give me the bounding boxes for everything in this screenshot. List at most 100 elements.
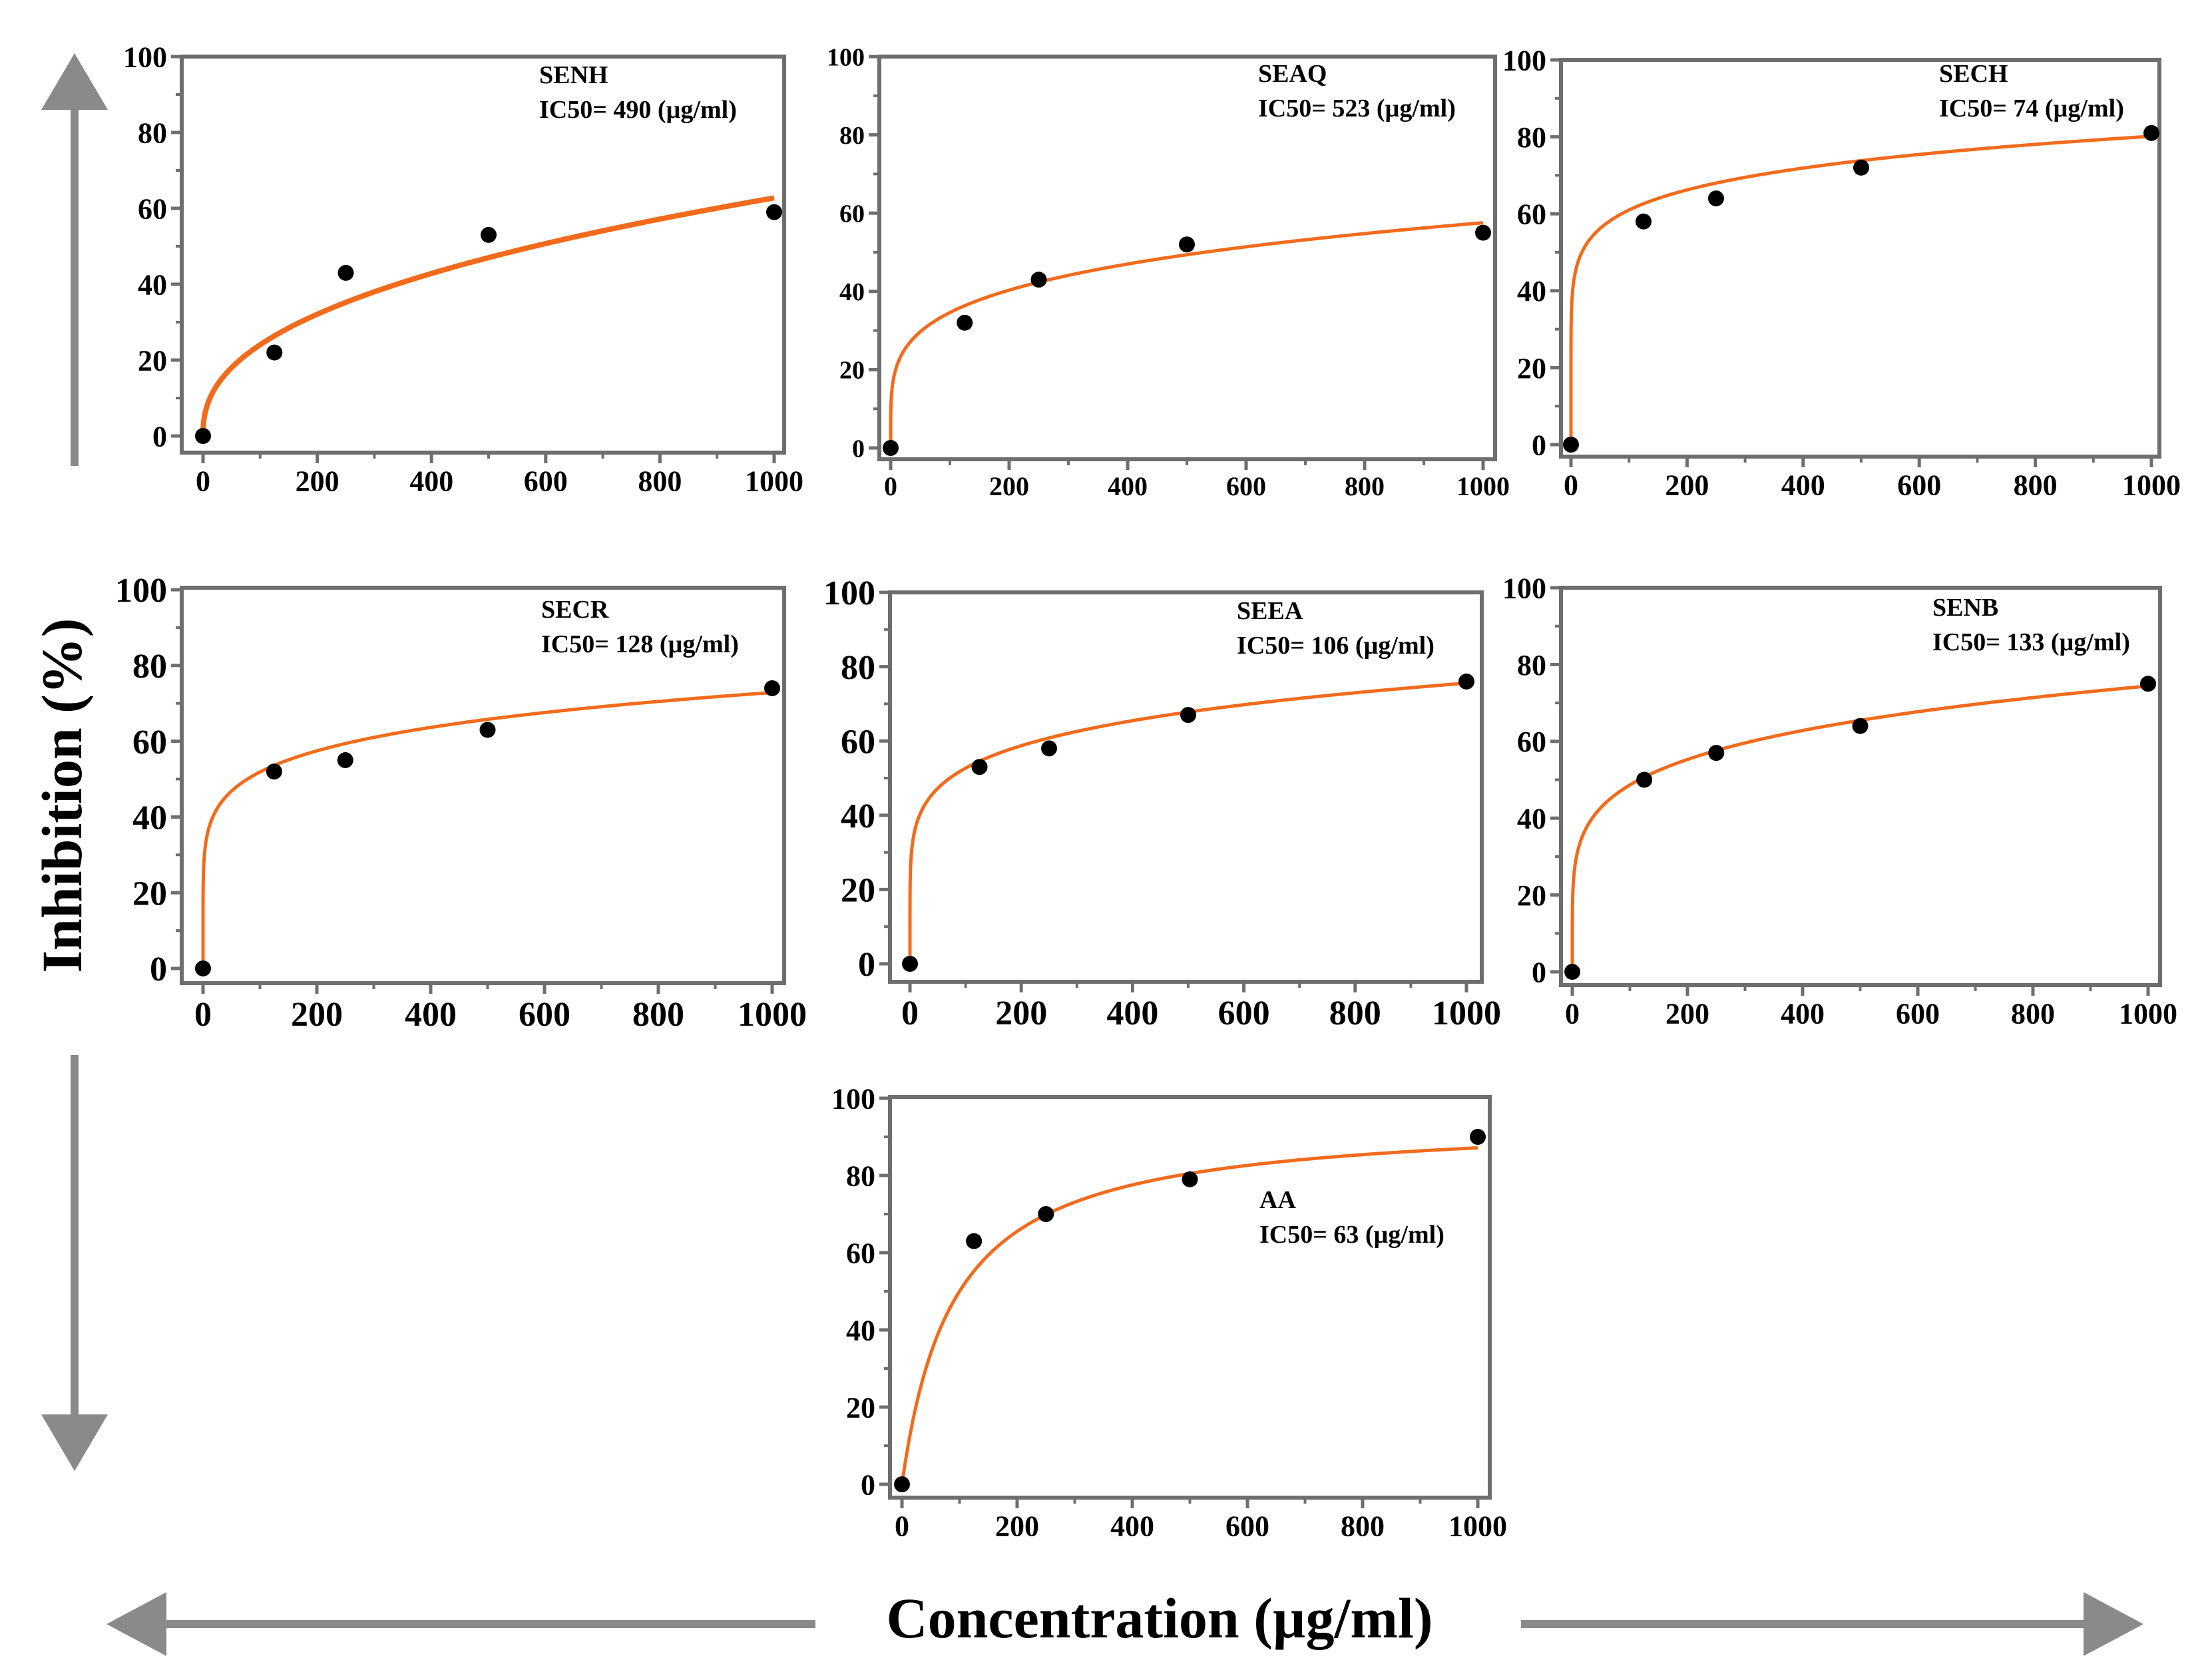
data-point: [1853, 159, 1869, 176]
data-point: [883, 440, 899, 456]
y-tick-label: 20: [846, 1391, 875, 1424]
data-point: [1475, 224, 1491, 241]
x-tick-label: 600: [1897, 469, 1941, 501]
x-tick-label: 400: [1781, 997, 1825, 1030]
x-tick-label: 1000: [738, 996, 807, 1034]
y-tick-label: 40: [132, 799, 167, 837]
y-tick-label: 60: [839, 200, 865, 228]
x-tick-label: 600: [1218, 994, 1270, 1032]
y-axis-title: Inhibition (%): [30, 618, 94, 973]
data-point: [2140, 676, 2156, 692]
data-point: [957, 314, 973, 331]
y-tick-label: 20: [841, 872, 875, 910]
plot-frame: [888, 1095, 1492, 1500]
panel-title: SEEA: [1237, 597, 1303, 625]
data-point: [766, 204, 782, 220]
ic50-annotation: IC50= 74 (µg/ml): [1939, 95, 2124, 122]
y-tick-label: 60: [1517, 726, 1546, 758]
data-point: [1636, 771, 1653, 788]
y-tick-label: 20: [1517, 352, 1546, 385]
y-tick-label: 0: [1532, 429, 1546, 461]
data-point: [2143, 124, 2159, 141]
y-tick-label: 0: [1532, 956, 1546, 988]
y-tick-label: 80: [138, 116, 167, 149]
x-tick-label: 800: [1329, 994, 1381, 1032]
data-point: [1038, 1206, 1054, 1222]
data-point: [1636, 213, 1652, 230]
x-tick-label: 1000: [2119, 997, 2177, 1030]
y-tick-label: 80: [1517, 121, 1546, 154]
fit-curve: [200, 195, 775, 436]
ic50-annotation: IC50= 523 (µg/ml): [1258, 95, 1456, 122]
data-point: [764, 680, 780, 696]
x-tick-label: 800: [632, 996, 684, 1034]
x-tick-label: 400: [1110, 1510, 1154, 1542]
y-tick-label: 20: [138, 344, 167, 377]
x-tick-label: 200: [296, 465, 339, 497]
x-axis-title: Concentration (µg/ml): [886, 1586, 1433, 1650]
x-tick-label: 1000: [1456, 471, 1510, 501]
y-tick-label: 100: [827, 43, 865, 71]
data-point: [481, 226, 497, 243]
x-tick-label: 600: [1225, 1510, 1269, 1542]
fit-curve: [889, 221, 1484, 448]
y-tick-label: 40: [846, 1314, 875, 1347]
data-point: [479, 722, 496, 738]
data-point: [1458, 673, 1474, 690]
y-tick-label: 60: [138, 192, 167, 225]
data-point: [1470, 1129, 1486, 1145]
x-tick-label: 600: [524, 465, 568, 497]
x-tick-label: 0: [1565, 997, 1580, 1030]
y-tick-label: 80: [839, 122, 865, 150]
decorative-arrows: [41, 53, 2143, 1656]
data-point: [337, 264, 354, 281]
x-tick-label: 200: [1665, 997, 1709, 1030]
panel-title: SEAQ: [1258, 60, 1327, 88]
ic50-annotation: IC50= 128 (µg/ml): [541, 630, 739, 658]
panel-title: SENB: [1932, 594, 1998, 622]
y-tick-label: 40: [839, 278, 865, 306]
data-point: [1852, 718, 1869, 734]
x-tick-label: 1000: [1432, 994, 1501, 1032]
data-point: [337, 752, 353, 769]
x-tick-label: 200: [989, 471, 1029, 501]
x-tick-label: 800: [2014, 469, 2058, 501]
panel-title: AA: [1259, 1186, 1296, 1214]
fit-curve: [1569, 134, 2152, 445]
data-point: [195, 960, 211, 976]
arrow-up-head: [41, 53, 108, 110]
x-tick-label: 200: [291, 996, 343, 1034]
y-tick-label: 100: [831, 1082, 875, 1115]
x-tick-label: 0: [194, 996, 212, 1034]
data-point: [1563, 437, 1579, 453]
y-tick-label: 80: [846, 1159, 875, 1192]
x-tick-label: 0: [1564, 469, 1578, 501]
x-tick-label: 400: [1106, 994, 1158, 1032]
y-tick-label: 0: [858, 946, 875, 984]
y-tick-label: 100: [823, 574, 875, 612]
y-tick-label: 60: [841, 723, 875, 761]
y-tick-label: 60: [1517, 198, 1546, 231]
y-tick-label: 100: [1502, 572, 1546, 604]
x-tick-label: 1000: [1448, 1510, 1507, 1542]
y-tick-label: 0: [861, 1468, 875, 1501]
y-tick-label: 20: [1517, 879, 1546, 912]
x-tick-label: 200: [1665, 469, 1709, 501]
ic50-annotation: IC50= 106 (µg/ml): [1237, 632, 1435, 660]
plot-frame: [180, 586, 786, 985]
y-tick-label: 20: [839, 357, 865, 385]
y-tick-label: 0: [150, 950, 167, 988]
y-tick-label: 40: [841, 797, 875, 835]
y-tick-label: 40: [138, 268, 167, 301]
x-tick-label: 200: [995, 1510, 1039, 1542]
data-point: [1708, 745, 1725, 761]
x-tick-label: 800: [2011, 997, 2055, 1030]
data-point: [195, 428, 211, 444]
data-point: [1030, 272, 1047, 288]
x-tick-label: 800: [1345, 471, 1385, 501]
